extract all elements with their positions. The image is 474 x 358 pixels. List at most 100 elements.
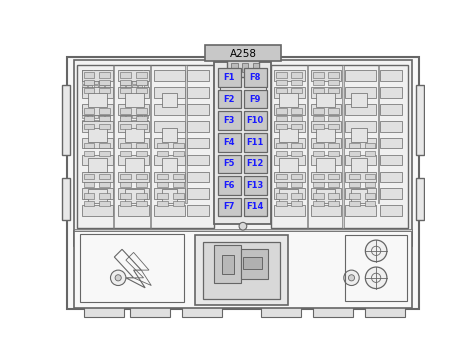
Bar bbox=[173, 182, 183, 187]
Bar bbox=[144, 115, 148, 118]
Text: F9: F9 bbox=[249, 95, 261, 104]
Bar bbox=[136, 182, 146, 187]
Text: F12: F12 bbox=[246, 159, 264, 168]
Bar bbox=[346, 189, 376, 199]
Bar bbox=[105, 125, 109, 129]
Bar bbox=[82, 80, 87, 84]
Bar bbox=[99, 124, 109, 129]
Bar bbox=[244, 133, 267, 151]
Bar bbox=[126, 110, 131, 113]
Bar bbox=[74, 229, 411, 231]
Bar bbox=[132, 80, 137, 84]
Bar bbox=[88, 90, 92, 94]
Bar bbox=[352, 93, 367, 107]
Bar bbox=[274, 205, 305, 216]
Bar bbox=[188, 205, 209, 216]
Bar bbox=[120, 120, 125, 124]
Bar bbox=[365, 306, 405, 317]
Bar bbox=[126, 125, 131, 129]
Bar bbox=[99, 88, 109, 93]
Bar bbox=[62, 85, 70, 155]
Bar bbox=[328, 143, 339, 149]
Bar bbox=[120, 88, 131, 93]
Bar bbox=[378, 64, 379, 203]
Bar bbox=[276, 80, 287, 85]
Bar bbox=[313, 108, 324, 114]
Bar bbox=[188, 171, 209, 182]
Bar bbox=[88, 125, 92, 129]
Bar bbox=[99, 143, 109, 149]
Bar bbox=[292, 108, 302, 114]
Bar bbox=[155, 121, 185, 131]
Bar bbox=[380, 171, 401, 182]
Bar bbox=[155, 189, 185, 199]
Bar bbox=[93, 80, 98, 84]
Bar bbox=[328, 151, 339, 156]
Bar bbox=[157, 182, 168, 187]
Bar bbox=[157, 174, 168, 179]
Bar bbox=[99, 182, 109, 187]
Bar bbox=[83, 116, 94, 121]
Bar bbox=[118, 87, 149, 98]
Bar bbox=[313, 193, 324, 198]
Bar bbox=[138, 85, 143, 89]
Bar bbox=[82, 121, 113, 131]
Bar bbox=[80, 234, 183, 302]
Text: F4: F4 bbox=[223, 138, 235, 147]
Bar bbox=[118, 189, 149, 199]
Bar bbox=[274, 171, 305, 182]
Bar bbox=[218, 90, 241, 108]
Bar bbox=[136, 124, 146, 129]
Bar bbox=[99, 116, 109, 121]
Bar bbox=[105, 85, 109, 89]
Bar bbox=[328, 201, 339, 206]
Bar bbox=[120, 201, 131, 206]
Bar bbox=[173, 193, 183, 198]
Bar bbox=[328, 182, 339, 187]
Bar bbox=[162, 93, 177, 107]
Bar bbox=[83, 151, 94, 156]
Bar bbox=[88, 75, 92, 79]
Bar bbox=[100, 75, 104, 79]
Bar bbox=[313, 80, 324, 85]
Bar bbox=[99, 151, 109, 156]
Bar bbox=[346, 171, 376, 182]
Bar bbox=[279, 189, 298, 203]
Bar bbox=[126, 80, 131, 84]
Bar bbox=[328, 193, 339, 198]
Bar bbox=[274, 87, 305, 98]
Bar bbox=[155, 155, 185, 165]
Bar bbox=[352, 159, 367, 172]
Circle shape bbox=[365, 240, 387, 262]
Bar bbox=[380, 104, 401, 115]
Bar bbox=[93, 85, 98, 89]
Bar bbox=[313, 124, 324, 129]
Bar bbox=[83, 182, 94, 187]
Bar bbox=[244, 90, 267, 108]
Bar bbox=[126, 105, 131, 108]
Bar bbox=[380, 121, 401, 131]
Bar bbox=[88, 70, 92, 74]
Bar bbox=[328, 80, 339, 85]
Bar bbox=[125, 128, 144, 141]
Bar bbox=[279, 159, 298, 172]
Bar bbox=[346, 87, 376, 98]
Bar bbox=[310, 205, 341, 216]
Bar bbox=[310, 121, 341, 131]
Bar bbox=[313, 174, 324, 179]
Bar bbox=[365, 151, 375, 156]
Bar bbox=[74, 231, 411, 308]
Bar bbox=[132, 90, 137, 94]
Bar bbox=[313, 116, 324, 121]
Bar bbox=[162, 128, 177, 141]
Bar bbox=[173, 201, 183, 206]
Bar bbox=[82, 189, 113, 199]
Bar bbox=[218, 68, 241, 87]
Bar bbox=[83, 306, 124, 317]
Bar bbox=[316, 93, 335, 107]
Bar bbox=[120, 143, 131, 149]
Bar bbox=[346, 205, 376, 216]
Bar bbox=[144, 85, 148, 89]
Bar bbox=[100, 110, 104, 113]
Bar bbox=[74, 60, 411, 246]
